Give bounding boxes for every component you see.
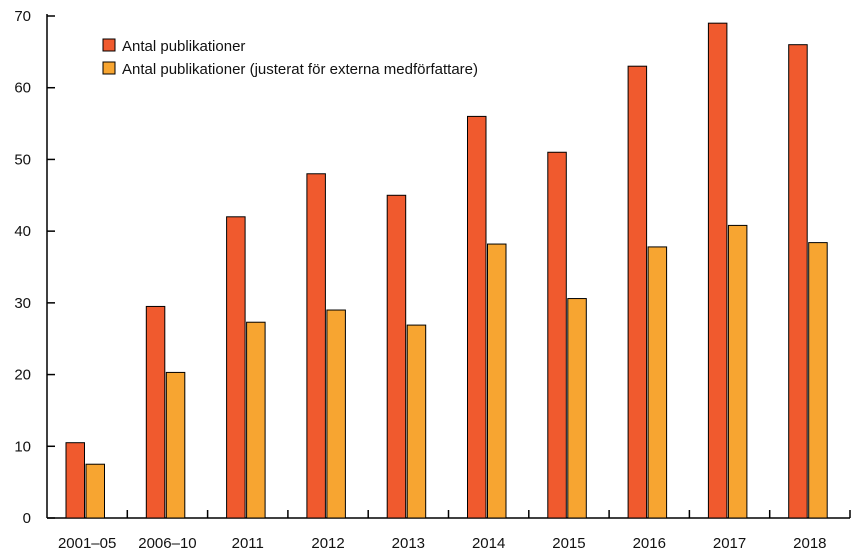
legend-label-series-2: Antal publikationer (justerat för extern…	[122, 61, 478, 78]
bar-series-2-2014	[487, 243, 507, 519]
bar-series-2-2001–05	[85, 463, 105, 519]
bar-series-1-2016	[627, 65, 648, 519]
bar-series-1-2014	[467, 115, 487, 519]
bar-series-1-2011	[226, 216, 246, 519]
bar-series-2-2018	[808, 242, 828, 519]
bar-series-1-2013	[386, 194, 407, 519]
y-tick-label: 60	[14, 80, 31, 97]
x-tick-label: 2001–05	[58, 535, 116, 552]
bar-series-1-2001–05	[65, 442, 85, 519]
x-tick-label: 2014	[472, 535, 505, 552]
x-tick-label: 2006–10	[138, 535, 196, 552]
x-tick-label: 2012	[311, 535, 344, 552]
bar-series-2-2013	[406, 324, 427, 519]
y-tick-label: 10	[14, 438, 31, 455]
y-tick-label: 30	[14, 295, 31, 312]
bar-series-2-2012	[326, 309, 346, 519]
x-tick-label: 2013	[392, 535, 425, 552]
y-tick-label: 0	[23, 510, 31, 527]
axes: 0 10 20 30 40 50 60 70 2001–05 2006–10 2011 2012 201…	[14, 8, 851, 552]
bars	[65, 22, 828, 519]
legend-swatch-series-2	[102, 61, 116, 75]
legend-label-series-1: Antal publikationer	[122, 38, 245, 55]
bar-series-2-2016	[647, 246, 668, 519]
y-tick-label: 40	[14, 223, 31, 240]
bar-series-2-2006–10	[165, 371, 186, 519]
bar-series-1-2015	[547, 151, 567, 519]
x-tick-label: 2011	[232, 535, 264, 552]
x-tick-label: 2017	[713, 535, 746, 552]
bar-series-2-2011	[246, 321, 266, 519]
y-tick-label: 20	[14, 367, 31, 384]
x-tick-label: 2018	[793, 535, 826, 552]
y-tick-label: 50	[14, 151, 31, 168]
bar-series-2-2015	[567, 298, 587, 519]
legend: Antal publikationer Antal publikationer …	[102, 38, 478, 78]
legend-swatch-series-1	[102, 38, 116, 52]
x-tick-label: 2015	[552, 535, 585, 552]
x-tick-label: 2016	[633, 535, 666, 552]
bar-series-1-2018	[788, 44, 808, 519]
bar-series-1-2006–10	[145, 305, 166, 519]
bar-series-1-2017	[707, 22, 728, 519]
y-tick-label: 70	[14, 8, 31, 25]
bar-series-2-2017	[727, 224, 748, 519]
bar-series-1-2012	[306, 173, 326, 519]
